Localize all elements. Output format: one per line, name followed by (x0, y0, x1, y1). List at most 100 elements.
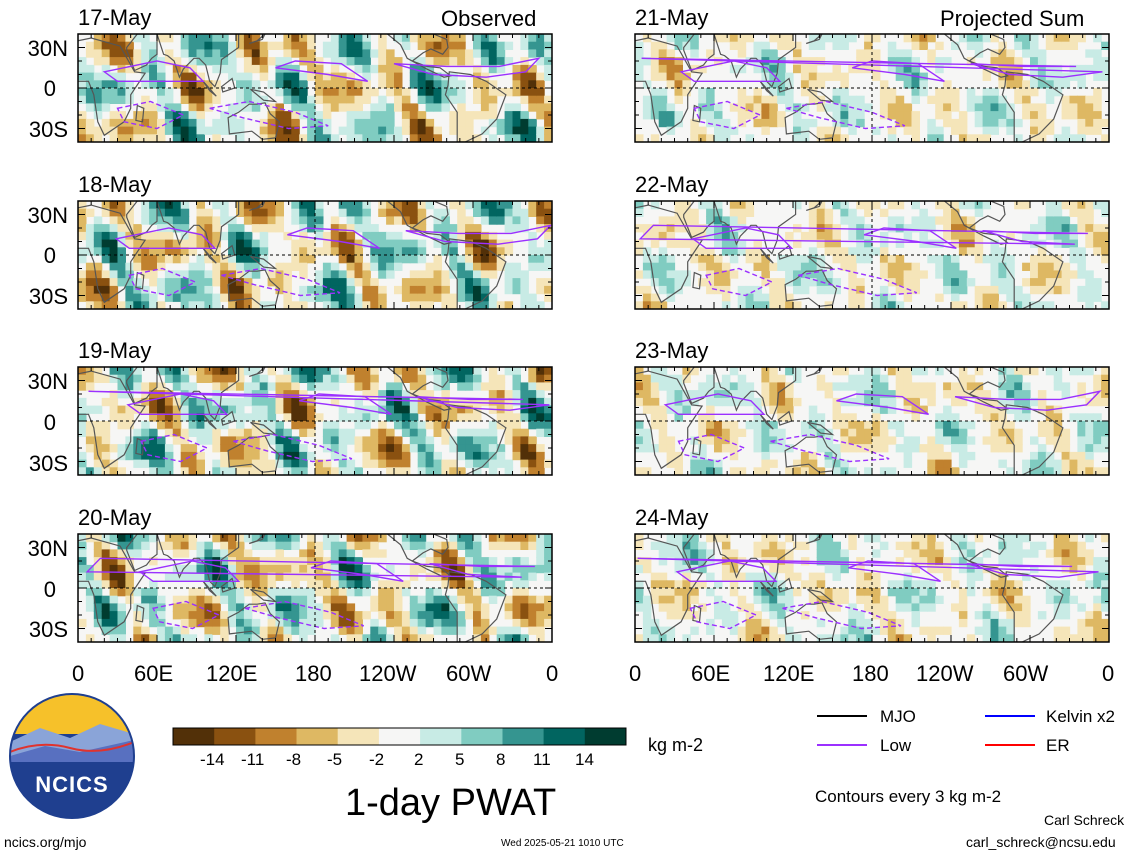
pwat-cell (85, 293, 95, 302)
pwat-cell (125, 88, 134, 97)
pwat-cell (911, 382, 920, 391)
pwat-cell (785, 80, 794, 89)
pwat-cell (212, 95, 221, 104)
pwat-cell (236, 572, 245, 581)
pwat-cell (93, 270, 103, 279)
pwat-cell (966, 374, 976, 383)
pwat-cell (761, 118, 770, 128)
pwat-cell (394, 444, 403, 453)
pwat-cell (927, 382, 936, 391)
pwat-cell (109, 626, 119, 635)
pwat-cell (164, 231, 174, 241)
pwat-cell (291, 611, 300, 620)
pwat-cell (800, 134, 810, 142)
pwat-cell (1053, 367, 1063, 376)
pwat-cell (338, 301, 348, 309)
pwat-cell (504, 88, 514, 97)
pwat-cell (887, 49, 897, 58)
pwat-cell (133, 134, 142, 142)
pwat-cell (307, 413, 316, 422)
pwat-cell (520, 34, 529, 43)
pwat-cell (109, 549, 119, 558)
pwat-cell (425, 118, 435, 128)
pwat-cell (236, 405, 245, 414)
pwat-cell (243, 208, 253, 217)
pwat-cell (998, 262, 1007, 271)
pwat-cell (721, 564, 731, 574)
pwat-cell (982, 436, 992, 445)
pwat-cell (251, 80, 261, 89)
pwat-cell (1006, 405, 1015, 414)
pwat-cell (536, 134, 545, 142)
pwat-cell (109, 618, 119, 628)
pwat-cell (729, 421, 739, 430)
pwat-cell (879, 374, 889, 383)
pwat-cell (800, 285, 810, 295)
pwat-cell (496, 374, 506, 383)
pwat-cell (315, 72, 324, 81)
pwat-cell (85, 49, 95, 58)
pwat-cell (449, 413, 458, 422)
pwat-cell (840, 255, 849, 264)
pwat-cell (330, 34, 340, 43)
pwat-cell (338, 255, 348, 264)
pwat-cell (228, 397, 237, 407)
pwat-cell (417, 534, 427, 543)
pwat-cell (682, 572, 691, 581)
pwat-cell (172, 126, 182, 135)
pwat-cell (520, 413, 529, 422)
pwat-cell (528, 444, 537, 453)
pwat-cell (243, 72, 253, 81)
pwat-cell (188, 270, 198, 279)
pwat-cell (299, 247, 308, 256)
pwat-cell (425, 80, 435, 89)
pwat-cell (1077, 95, 1086, 104)
pwat-cell (465, 580, 474, 589)
pwat-cell (93, 436, 103, 445)
pwat-cell (504, 564, 514, 574)
pwat-cell (990, 103, 999, 112)
pwat-cell (125, 413, 134, 422)
pwat-cell (808, 72, 818, 81)
pwat-cell (212, 262, 221, 271)
low-contour (209, 100, 329, 130)
pwat-cell (101, 467, 111, 475)
pwat-cell (267, 382, 277, 391)
pwat-cell (433, 374, 442, 383)
pwat-cell (370, 247, 379, 256)
pwat-cell (666, 397, 676, 407)
pwat-cell (635, 301, 644, 309)
pwat-cell (935, 421, 944, 430)
pwat-cell (172, 603, 182, 612)
pwat-cell (386, 80, 395, 89)
pwat-cell (441, 428, 450, 437)
pwat-cell (848, 216, 857, 225)
pwat-cell (473, 255, 482, 264)
pwat-cell (259, 405, 269, 414)
pwat-cell (761, 367, 770, 376)
pwat-cell (78, 534, 87, 543)
pwat-cell (386, 580, 395, 589)
pwat-cell (729, 216, 739, 225)
pwat-cell (1053, 231, 1063, 241)
pwat-cell (1085, 95, 1094, 104)
pwat-cell (706, 459, 715, 468)
pwat-cell (1069, 467, 1078, 475)
pwat-cell (401, 293, 411, 302)
pwat-cell (512, 541, 521, 550)
pwat-cell (409, 126, 419, 135)
pwat-cell (212, 382, 221, 391)
pwat-cell (433, 595, 442, 604)
pwat-cell (658, 413, 668, 422)
pwat-cell (164, 367, 174, 376)
pwat-cell (243, 549, 253, 558)
pwat-cell (1030, 34, 1039, 43)
pwat-cell (212, 118, 221, 128)
pwat-cell (879, 270, 889, 279)
pwat-cell (425, 41, 435, 50)
pwat-cell (164, 459, 174, 468)
pwat-cell (706, 95, 715, 104)
pwat-cell (856, 428, 865, 437)
pwat-cell (793, 278, 802, 287)
pwat-cell (149, 428, 158, 437)
